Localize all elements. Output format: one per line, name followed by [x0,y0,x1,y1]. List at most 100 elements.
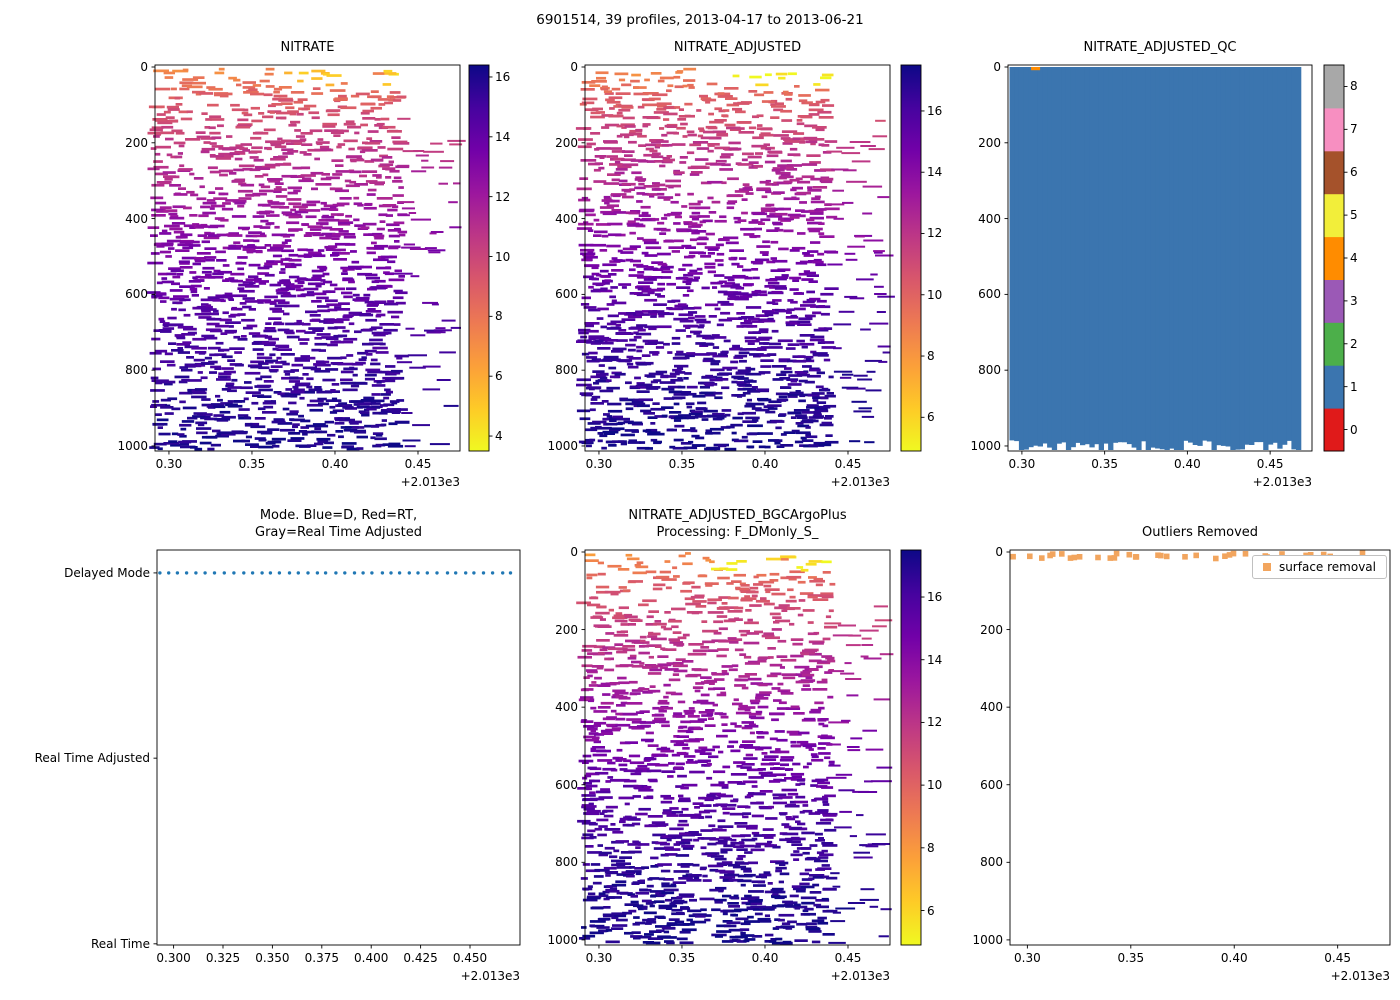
colorbar-tick-label: 4 [1350,251,1358,265]
y-tick-label: 400 [555,700,578,715]
y-tick-label: 0 [995,545,1003,559]
x-axis-offset-label: +2.013e3 [1330,969,1390,983]
y-tick-label: 600 [555,777,578,792]
x-tick-label: 0.45 [834,457,862,471]
colorbar-tick-label: 2 [1350,336,1358,351]
x-tick-label: 0.35 [1091,457,1118,471]
panel-title-qc: NITRATE_ADJUSTED_QC [1083,40,1237,55]
y-tick-label: 600 [980,777,1003,792]
colorbar-tick-label: 16 [495,69,511,84]
y-tick-label: 0 [570,60,578,74]
y-tick-label: 200 [980,622,1003,637]
colorbar-tick-label: 8 [927,349,935,364]
colorbar-tick-label: 6 [927,410,935,425]
x-tick-label: 0.40 [751,457,779,471]
x-tick-label: 0.30 [155,457,183,471]
y-tick-label: 400 [980,700,1003,715]
x-tick-label: 0.30 [585,457,613,471]
colorbar-tick-label: 8 [495,309,503,324]
y-tick-label: 200 [978,135,1001,150]
colorbar-tick-label: 6 [495,369,503,384]
x-tick-label: 0.35 [668,457,696,471]
colorbar-tick-label: 8 [927,840,935,855]
y-tick-label: 200 [125,135,148,150]
colorbar-tick-label: 4 [495,429,503,444]
x-tick-label: 0.35 [238,457,266,471]
colorbar-tick-label: 1 [1350,379,1358,394]
x-tick-label: 0.45 [1324,951,1352,965]
colorbar-tick-label: 14 [495,129,511,144]
legend-square-marker [1262,563,1271,571]
x-tick-label: 0.30 [1014,951,1041,965]
y-tick-label: 1000 [547,932,578,947]
colorbar-tick-label: 12 [927,715,943,730]
colorbar-tick-label: 14 [927,652,943,667]
y-tick-label: 200 [555,135,578,150]
panel-title-mode: Mode. Blue=D, Red=RT, Gray=Real Time Adj… [255,508,422,540]
y-tick-label: 400 [125,211,148,226]
x-tick-label: 0.375 [304,951,339,965]
colorbar-tick-label: 10 [927,287,943,302]
x-tick-label: 0.450 [452,951,488,965]
x-tick-label: 0.40 [1220,951,1248,965]
panel-title-nitrate: NITRATE [280,40,335,55]
x-tick-label: 0.325 [205,951,241,965]
x-tick-label: 0.400 [354,951,389,965]
y-tick-label: 600 [978,287,1001,302]
y-category-label: Delayed Mode [64,565,150,580]
x-axis-offset-label: +2.013e3 [1252,475,1312,489]
legend-label: surface removal [1278,560,1376,574]
x-axis-offset-label: +2.013e3 [460,969,520,983]
y-tick-label: 800 [980,855,1003,870]
y-tick-label: 800 [125,363,148,378]
x-tick-label: 0.30 [1008,457,1036,471]
y-category-label: Real Time Adjusted [34,751,150,766]
colorbar-tick-label: 12 [927,226,943,241]
x-axis-offset-label: +2.013e3 [830,969,890,983]
y-tick-label: 800 [555,855,578,870]
y-tick-label: 1000 [547,438,578,453]
y-tick-label: 800 [555,363,578,378]
colorbar-tick-label: 8 [1350,79,1358,94]
outliers-legend: surface removal [1251,555,1387,579]
x-tick-label: 0.45 [834,951,862,965]
y-tick-label: 400 [555,211,578,226]
x-tick-label: 0.350 [255,951,290,965]
colorbar-tick-label: 10 [495,249,511,264]
colorbar-tick-label: 3 [1350,293,1358,308]
y-category-label: Real Time [90,936,150,951]
panel-title-outliers: Outliers Removed [1141,525,1259,540]
x-tick-label: 0.30 [585,951,613,965]
colorbar-tick-label: 6 [1350,165,1358,180]
y-tick-label: 0 [570,545,578,559]
x-tick-label: 0.35 [1117,951,1145,965]
x-axis-offset-label: +2.013e3 [830,475,890,489]
y-tick-label: 1000 [972,932,1003,947]
colorbar-tick-label: 14 [927,165,943,180]
x-tick-label: 0.300 [156,951,191,965]
y-tick-label: 1000 [117,438,148,453]
colorbar-tick-label: 5 [1350,208,1358,223]
colorbar-tick-label: 16 [927,103,943,118]
colorbar-tick-label: 7 [1350,122,1358,137]
x-tick-label: 0.45 [1256,457,1284,471]
y-tick-label: 1000 [970,438,1001,453]
y-tick-label: 0 [140,60,148,74]
colorbar-tick-label: 0 [1350,422,1358,437]
colorbar-tick-label: 12 [495,189,511,204]
y-tick-label: 400 [978,211,1001,226]
x-tick-label: 0.45 [404,457,432,471]
x-tick-label: 0.40 [751,951,779,965]
x-tick-label: 0.425 [403,951,438,965]
panel-title-bgc: NITRATE_ADJUSTED_BGCArgoPlus Processing:… [628,508,847,540]
x-axis-offset-label: +2.013e3 [400,475,460,489]
y-tick-label: 600 [125,287,148,302]
panel-title-nitrate-adjusted: NITRATE_ADJUSTED [673,40,802,55]
x-tick-label: 0.40 [1174,457,1201,471]
x-tick-label: 0.35 [668,951,696,965]
y-tick-label: 0 [993,60,1001,74]
colorbar-tick-label: 10 [927,778,943,793]
figure-title: 6901514, 39 profiles, 2013-04-17 to 2013… [536,12,864,28]
colorbar-tick-label: 6 [927,903,935,918]
